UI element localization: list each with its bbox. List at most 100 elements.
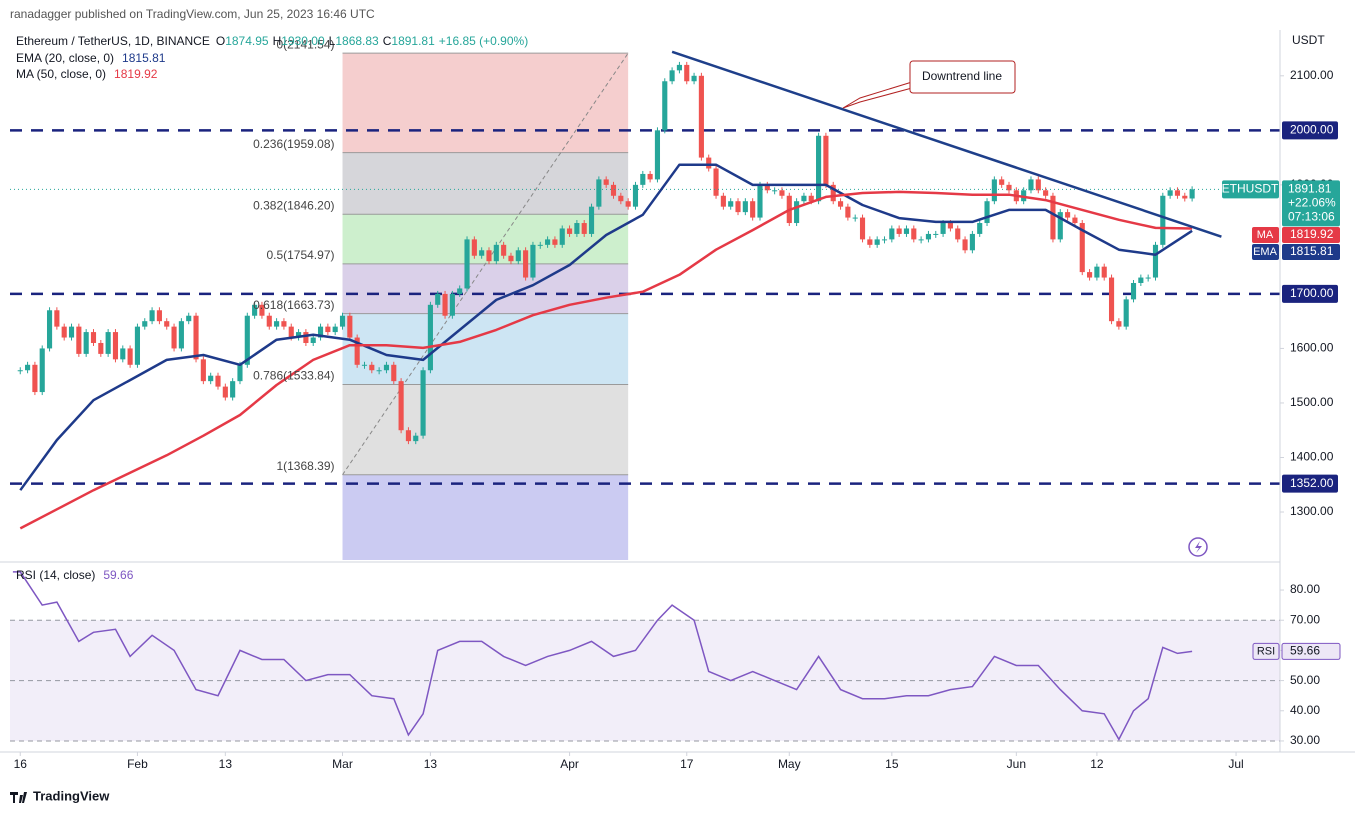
indicator-tag [1252,244,1279,260]
candle [178,321,184,349]
fib-band [342,474,629,560]
y-tick-label: 30.00 [1290,733,1320,747]
rsi-line [12,571,1193,741]
candle [501,244,507,256]
candle [288,326,294,338]
symbol-tag [1222,180,1279,199]
rsi-title: RSI (14, close) [16,568,95,582]
fib-label: 0.786(1533.84) [253,369,334,383]
indicator-tag-label: MA [1257,229,1274,241]
y-tick-label: 1300.00 [1290,504,1334,518]
candle [186,315,192,322]
candle [977,223,983,234]
candle [684,64,690,82]
candle [867,239,873,245]
legend-indicator: EMA (20, close, 0) 1815.81 [16,51,166,65]
candle [259,304,265,316]
fib-band [342,384,629,475]
candle [859,217,866,240]
ohlc-key: H [273,34,282,48]
ohlc-key: O [216,34,225,48]
level-tag-label: 2000.00 [1290,123,1334,137]
y-tick-label: 1500.00 [1290,395,1334,409]
candle [427,304,433,371]
candle [1123,299,1129,327]
candle [545,239,551,245]
candle [90,332,97,343]
candle [720,195,726,207]
x-tick-label: 15 [885,757,899,771]
candle [581,223,587,234]
candle [1145,277,1151,279]
candle [457,288,463,294]
y-tick-label: 70.00 [1290,612,1320,626]
candle [1174,190,1181,196]
candle [274,321,280,327]
candle [750,201,756,218]
candle [230,381,236,398]
candle [471,239,477,256]
fib-label: 1(1368.39) [276,459,334,473]
candle [654,130,661,180]
candle [933,233,939,235]
candle [669,70,675,82]
y-tick-label: 1400.00 [1290,450,1334,464]
level-tag [1282,121,1338,140]
candle [1057,212,1063,240]
candle [955,228,961,240]
callout [842,81,913,109]
candle [610,184,617,196]
candle [208,375,214,382]
candle [369,364,375,371]
fib-label: 0.618(1663.73) [253,298,334,312]
candle [1160,195,1166,245]
candle [881,239,888,241]
level-tag [1282,284,1338,303]
legend-value: 1819.92 [114,67,158,81]
candle [1138,277,1144,284]
fib-band [342,53,629,153]
y-tick-label: 80.00 [1290,582,1320,596]
candle [98,342,104,354]
candle [361,364,368,366]
fib-band [342,214,629,264]
candle [713,168,719,196]
candle [413,435,419,442]
candle [171,326,177,349]
indicator-tag-label: EMA [1253,246,1278,258]
rsi-value-label: 59.66 [1290,644,1320,658]
candle [398,381,404,431]
candle [149,310,155,322]
change-tag-label: +22.06% [1288,195,1336,209]
legend-name: EMA (20, close, 0) [16,51,114,65]
icon-bolt [1195,541,1202,553]
fib-label: 0(2141.54) [276,37,334,51]
x-tick-label: Jul [1228,757,1243,771]
candle [618,195,624,202]
rsi-value-tag [1281,642,1341,660]
candle [54,310,60,327]
candle [1152,244,1159,278]
candle [164,321,170,327]
candle [574,223,580,234]
candle [420,370,426,436]
candle [691,75,697,82]
candle [779,190,785,196]
rsi-tag [1252,642,1280,660]
candle [1043,190,1049,196]
candle [889,228,895,240]
x-tick-label: 16 [14,757,28,771]
indicator-value-label: 1819.92 [1290,227,1334,241]
candle [405,430,411,442]
candle [969,233,975,251]
ohlc-key: L [329,34,336,48]
candle [39,348,45,393]
candle [852,217,858,219]
candle [391,364,397,382]
candle [559,228,565,245]
ohlc-key: C [383,34,392,48]
candle [662,81,668,131]
candle [596,179,602,207]
fib-label: 0.236(1959.08) [253,137,334,151]
price-tag [1282,180,1340,227]
